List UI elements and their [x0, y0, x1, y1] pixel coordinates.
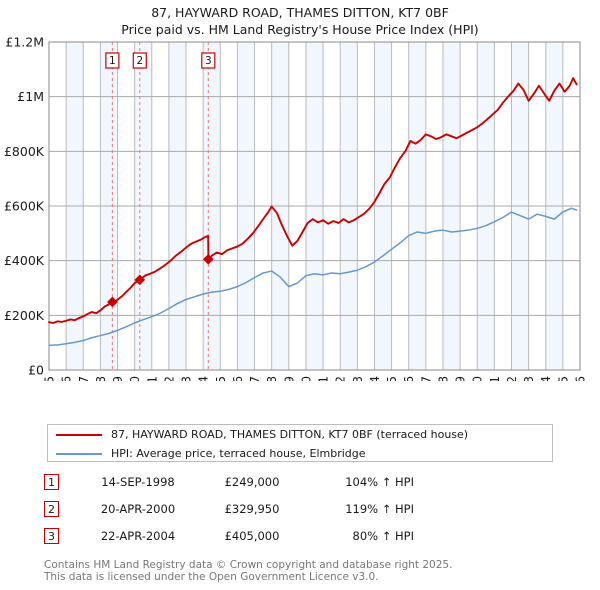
- svg-text:3: 3: [205, 55, 212, 67]
- transaction-badge-1: 1: [44, 474, 59, 490]
- legend-label-hpi: HPI: Average price, terraced house, Elmb…: [111, 447, 366, 460]
- svg-text:2010: 2010: [299, 376, 313, 381]
- legend-item-property: 87, HAYWARD ROAD, THAMES DITTON, KT7 0BF…: [48, 425, 552, 444]
- svg-text:2000: 2000: [128, 376, 142, 381]
- svg-text:£600K: £600K: [4, 199, 45, 214]
- table-row: 1 14-SEP-1998 £249,000 104% ↑ HPI: [44, 472, 444, 499]
- transaction-price-1: £249,000: [224, 475, 280, 489]
- transaction-price-3: £405,000: [224, 529, 280, 543]
- footer-line-2: This data is licensed under the Open Gov…: [44, 571, 379, 583]
- page-title-line-2: Price paid vs. HM Land Registry's House …: [121, 22, 479, 37]
- svg-text:1997: 1997: [77, 376, 91, 381]
- svg-text:2026: 2026: [574, 376, 588, 381]
- transaction-badge-3: 3: [44, 528, 59, 544]
- svg-text:£1.2M: £1.2M: [5, 36, 44, 50]
- svg-text:2008: 2008: [265, 376, 279, 381]
- svg-text:£0: £0: [28, 363, 44, 378]
- svg-text:2014: 2014: [368, 376, 382, 381]
- svg-text:2009: 2009: [282, 376, 296, 381]
- x-axis-tick-labels: 19951996199719981999200020012002 20032004…: [43, 376, 588, 381]
- svg-text:2022: 2022: [505, 376, 519, 381]
- svg-text:1998: 1998: [94, 376, 108, 381]
- svg-text:£400K: £400K: [4, 253, 45, 268]
- footer-attribution: Contains HM Land Registry data © Crown c…: [44, 559, 584, 583]
- svg-text:2017: 2017: [419, 376, 433, 381]
- transaction-hpi-3: 80% ↑ HPI: [352, 529, 414, 543]
- svg-text:2023: 2023: [522, 376, 536, 381]
- svg-text:1996: 1996: [60, 376, 74, 381]
- svg-text:£800K: £800K: [4, 144, 45, 159]
- svg-text:£200K: £200K: [4, 308, 45, 323]
- svg-text:2025: 2025: [556, 376, 570, 381]
- price-history-line-chart: £0£200K£400K£600K£800K£1M£1.2M 199519961…: [4, 36, 588, 381]
- svg-text:2001: 2001: [145, 376, 159, 381]
- legend-label-property: 87, HAYWARD ROAD, THAMES DITTON, KT7 0BF…: [111, 428, 469, 441]
- page-title-line-1: 87, HAYWARD ROAD, THAMES DITTON, KT7 0BF: [151, 5, 449, 20]
- svg-text:2003: 2003: [180, 376, 194, 381]
- transaction-date-2: 20-APR-2000: [100, 502, 176, 516]
- svg-text:£1M: £1M: [17, 89, 44, 104]
- transaction-badge-2: 2: [44, 501, 59, 517]
- svg-text:2018: 2018: [436, 376, 450, 381]
- legend-item-hpi: HPI: Average price, terraced house, Elmb…: [48, 444, 552, 463]
- table-row: 2 20-APR-2000 £329,950 119% ↑ HPI: [44, 499, 444, 526]
- svg-text:2019: 2019: [454, 376, 468, 381]
- plot-frame: [48, 41, 581, 371]
- transaction-hpi-1: 104% ↑ HPI: [345, 475, 414, 489]
- svg-text:2013: 2013: [351, 376, 365, 381]
- transaction-price-2: £329,950: [224, 502, 280, 516]
- svg-text:2024: 2024: [539, 376, 553, 381]
- page-title: 87, HAYWARD ROAD, THAMES DITTON, KT7 0BF…: [0, 4, 600, 38]
- transaction-marker-lines: [111, 42, 209, 370]
- transaction-date-3: 22-APR-2004: [100, 529, 176, 543]
- svg-text:2007: 2007: [248, 376, 262, 381]
- svg-text:2015: 2015: [385, 376, 399, 381]
- svg-text:2: 2: [136, 55, 143, 67]
- transaction-hpi-2: 119% ↑ HPI: [345, 502, 414, 516]
- svg-text:2004: 2004: [197, 376, 211, 381]
- svg-text:2020: 2020: [471, 376, 485, 381]
- svg-text:1999: 1999: [111, 376, 125, 381]
- svg-text:1: 1: [109, 55, 116, 67]
- svg-text:2011: 2011: [317, 376, 331, 381]
- y-axis-tick-labels: £0 £200K £400K £600K £800K £1M £1.2M: [4, 36, 45, 378]
- transaction-point-markers: [107, 253, 214, 308]
- transaction-date-1: 14-SEP-1998: [101, 475, 175, 489]
- svg-text:2012: 2012: [334, 376, 348, 381]
- transactions-table: 1 14-SEP-1998 £249,000 104% ↑ HPI 2 20-A…: [44, 472, 444, 553]
- svg-text:1995: 1995: [43, 376, 57, 381]
- svg-text:2016: 2016: [402, 376, 416, 381]
- legend-swatch-hpi: [56, 452, 102, 455]
- svg-text:2002: 2002: [162, 376, 176, 381]
- svg-text:2005: 2005: [214, 376, 228, 381]
- svg-text:2006: 2006: [231, 376, 245, 381]
- chart-container: £0£200K£400K£600K£800K£1M£1.2M 199519961…: [0, 36, 600, 381]
- legend-swatch-property: [56, 433, 102, 436]
- chart-legend: 87, HAYWARD ROAD, THAMES DITTON, KT7 0BF…: [47, 424, 553, 462]
- svg-text:2021: 2021: [488, 376, 502, 381]
- transaction-marker-badges: 1 2 3: [105, 52, 216, 69]
- table-row: 3 22-APR-2004 £405,000 80% ↑ HPI: [44, 526, 444, 553]
- footer-line-1: Contains HM Land Registry data © Crown c…: [44, 559, 453, 571]
- series-lines: [48, 77, 578, 347]
